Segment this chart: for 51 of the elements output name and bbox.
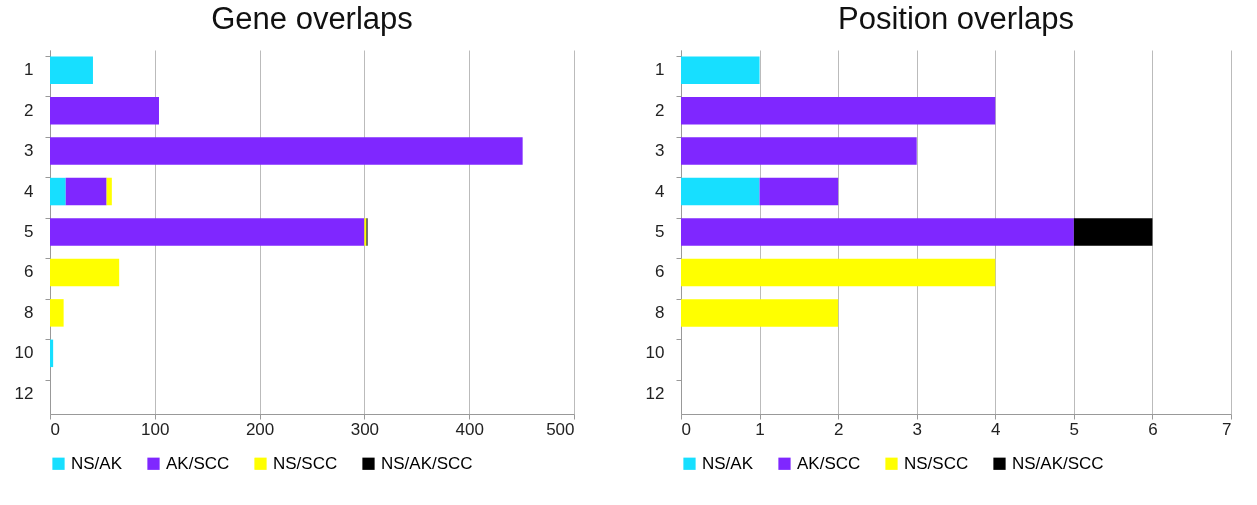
bar (681, 56, 760, 84)
y-tick-label: 12 (14, 383, 34, 403)
y-tick-label: 2 (655, 100, 665, 120)
y-tick-label: 6 (655, 262, 665, 282)
y-tick-label: 5 (655, 222, 665, 241)
x-tick-label: 6 (1148, 419, 1158, 439)
x-tick-label: 300 (350, 419, 380, 439)
y-tick-label: 12 (645, 383, 665, 403)
y-tick-label: 3 (655, 141, 665, 161)
y-tick-label: 4 (655, 181, 665, 201)
bar (759, 177, 839, 206)
x-tick-label: 0 (681, 419, 691, 439)
legend-label: NS/AK/SCC (381, 453, 473, 473)
x-tick-label: 500 (546, 419, 575, 439)
legend-label: NS/AK (702, 453, 754, 473)
bar (1073, 218, 1153, 246)
legend-label: AK/SCC (797, 453, 861, 473)
y-tick-label: 8 (655, 302, 665, 322)
y-tick-label: 1 (24, 60, 34, 80)
y-tick-label: 1 (655, 60, 665, 80)
y-tick-label: 3 (24, 141, 34, 161)
bar (681, 137, 917, 165)
legend-label: NS/AK/SCC (1012, 453, 1104, 473)
x-tick-label: 4 (991, 419, 1001, 439)
x-tick-label: 400 (455, 419, 484, 439)
bar (681, 258, 996, 287)
y-tick-label: 5 (24, 222, 34, 241)
legend-label: NS/SCC (904, 453, 969, 473)
x-tick-label: 3 (912, 419, 922, 439)
x-tick-label: 100 (141, 419, 170, 439)
y-tick-label: 6 (24, 262, 34, 282)
y-tick-label: 2 (24, 100, 34, 120)
legend-label: AK/SCC (166, 453, 230, 473)
x-tick-label: 7 (1222, 419, 1232, 439)
y-tick-label: 8 (24, 302, 34, 322)
x-tick-label: 1 (755, 419, 765, 439)
legend-label: NS/SCC (273, 453, 338, 473)
bar (681, 177, 760, 206)
y-tick-label: 10 (14, 343, 34, 363)
x-tick-label: 5 (1069, 419, 1080, 439)
bar (681, 218, 1074, 246)
y-tick-label: 10 (645, 343, 665, 363)
bar (681, 96, 996, 125)
y-tick-label: 4 (24, 181, 34, 201)
x-tick-label: 200 (245, 419, 275, 439)
bar (681, 299, 839, 327)
chart-title: Gene overlaps (211, 1, 413, 36)
x-tick-label: 0 (50, 419, 60, 439)
x-tick-label: 2 (833, 419, 844, 439)
chart-title: Position overlaps (837, 1, 1075, 36)
legend-label: NS/AK (71, 453, 123, 473)
